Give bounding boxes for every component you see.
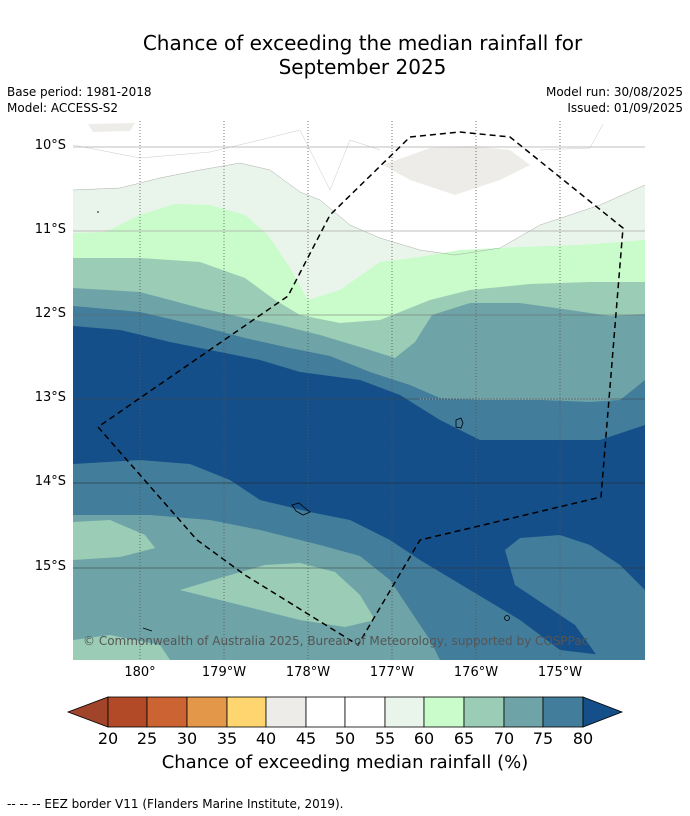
colorbar bbox=[66, 696, 624, 728]
model-run: Model run: 30/08/2025 bbox=[545, 85, 683, 99]
lat-label-15s: 15°S bbox=[34, 559, 66, 574]
colorbar-bin-65-70 bbox=[463, 696, 505, 728]
colorbar-tick-80: 80 bbox=[572, 729, 594, 748]
colorbar-bin-30-35 bbox=[186, 696, 228, 728]
band-65-70-south bbox=[180, 563, 375, 627]
band-65-70-west bbox=[73, 520, 155, 560]
colorbar-title: Chance of exceeding median rainfall (%) bbox=[161, 752, 529, 773]
colorbar-tick-55: 55 bbox=[374, 729, 396, 748]
eez-border bbox=[96, 131, 624, 647]
issued-date: Issued: 01/09/2025 bbox=[567, 101, 683, 115]
colorbar-extend-high bbox=[582, 696, 624, 728]
colorbar-extend-low bbox=[66, 696, 109, 728]
lon-label-180: 180° bbox=[124, 665, 156, 680]
lat-label-13s: 13°S bbox=[34, 390, 66, 405]
band-45-50-north bbox=[383, 146, 530, 195]
title-line-2: September 2025 bbox=[278, 55, 447, 79]
colorbar-bin-20-25 bbox=[107, 696, 148, 728]
title-line-1: Chance of exceeding the median rainfall … bbox=[142, 31, 583, 55]
colorbar-tick-70: 70 bbox=[493, 729, 515, 748]
meta-right: Model run: 30/08/2025 Issued: 01/09/2025 bbox=[546, 84, 683, 116]
eez-footnote: -- -- -- EEZ border V11 (Flanders Marine… bbox=[7, 797, 344, 811]
map-fill-layers bbox=[73, 121, 645, 660]
island-south bbox=[291, 502, 311, 516]
colorbar-bin-60-65 bbox=[423, 696, 465, 728]
lat-label-10s: 10°S bbox=[34, 138, 66, 153]
colorbar-bin-45-50 bbox=[305, 696, 346, 728]
colorbar-tick-60: 60 bbox=[413, 729, 435, 748]
band-65-70-sw-corner bbox=[73, 635, 170, 660]
base-period: Base period: 1981-2018 bbox=[7, 85, 152, 99]
band-75-80-se bbox=[505, 535, 645, 660]
colorbar-tick-50: 50 bbox=[334, 729, 356, 748]
lat-label-11s: 11°S bbox=[34, 222, 66, 237]
lat-label-14s: 14°S bbox=[34, 474, 66, 489]
colorbar-bin-55-60 bbox=[384, 696, 425, 728]
colorbar-tick-20: 20 bbox=[97, 729, 119, 748]
lat-label-12s: 12°S bbox=[34, 306, 66, 321]
colorbar-bin-25-30 bbox=[146, 696, 188, 728]
lon-label-179w: 179°W bbox=[201, 665, 247, 680]
lon-label-175w: 175°W bbox=[537, 665, 583, 680]
colorbar-bin-35-40 bbox=[226, 696, 267, 728]
lon-label-178w: 178°W bbox=[285, 665, 331, 680]
copyright-notice: © Commonwealth of Australia 2025, Bureau… bbox=[83, 634, 589, 648]
colorbar-tick-40: 40 bbox=[255, 729, 277, 748]
meta-left: Base period: 1981-2018 Model: ACCESS-S2 bbox=[7, 84, 152, 116]
colorbar-tick-65: 65 bbox=[453, 729, 475, 748]
band-above-80 bbox=[73, 326, 645, 660]
model-name: Model: ACCESS-S2 bbox=[7, 101, 119, 115]
colorbar-tick-45: 45 bbox=[295, 729, 317, 748]
island-east bbox=[455, 417, 464, 429]
lon-label-176w: 176°W bbox=[453, 665, 499, 680]
islet-dot bbox=[97, 211, 99, 213]
colorbar-tick-30: 30 bbox=[176, 729, 198, 748]
colorbar-tick-35: 35 bbox=[216, 729, 238, 748]
band-45-50-corner bbox=[88, 123, 135, 132]
contour-50-east bbox=[539, 123, 604, 151]
reef-west bbox=[142, 627, 153, 632]
colorbar-bin-75-80 bbox=[542, 696, 584, 728]
colorbar-tick-75: 75 bbox=[532, 729, 554, 748]
contour-50 bbox=[73, 129, 381, 191]
colorbar-bin-50-55 bbox=[344, 696, 386, 728]
island-small bbox=[504, 615, 510, 621]
colorbar-tick-25: 25 bbox=[136, 729, 158, 748]
gridlines bbox=[73, 121, 645, 660]
contour-55 bbox=[73, 162, 645, 256]
colorbar-bin-40-45 bbox=[265, 696, 307, 728]
lon-label-177w: 177°W bbox=[369, 665, 415, 680]
colorbar-bin-70-75 bbox=[503, 696, 544, 728]
